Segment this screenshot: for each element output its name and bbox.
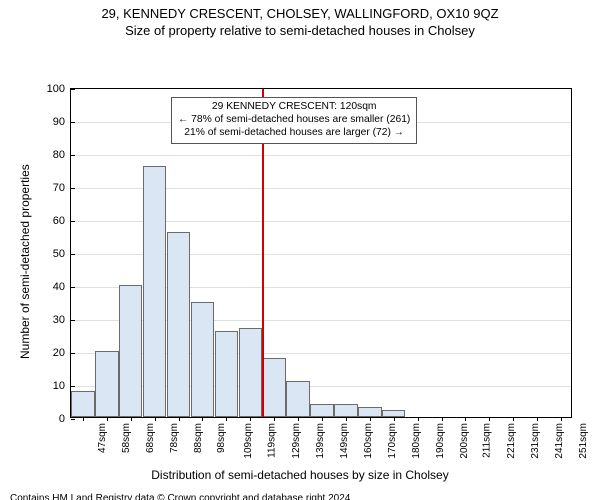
- histogram-bar: [382, 410, 405, 417]
- x-tick-label: 231sqm: [530, 423, 541, 459]
- x-tick-label: 200sqm: [458, 423, 469, 459]
- histogram-bar: [167, 232, 190, 417]
- annotation-line: ← 78% of semi-detached houses are smalle…: [178, 114, 410, 127]
- y-tick-label: 40: [53, 281, 71, 293]
- grid-line: [71, 155, 571, 156]
- histogram-chart: 0 10 20 30 40 50 60 70 80 90 100 47sqm 58sqm 68sqm 78s…: [0, 38, 600, 488]
- y-tick-label: 20: [53, 347, 71, 359]
- x-tick-label: 211sqm: [482, 423, 493, 458]
- x-tick-label: 47sqm: [97, 423, 108, 453]
- x-tick-label: 170sqm: [387, 423, 398, 459]
- x-tick-mark: [250, 417, 251, 421]
- x-tick-label: 221sqm: [506, 423, 517, 459]
- histogram-bar: [143, 166, 166, 417]
- annotation-line: 21% of semi-detached houses are larger (…: [178, 127, 410, 140]
- histogram-bar: [262, 358, 285, 417]
- x-tick-mark: [513, 417, 514, 421]
- y-tick-label: 50: [53, 248, 71, 260]
- y-tick-label: 100: [47, 83, 71, 95]
- x-tick-mark: [107, 417, 108, 421]
- x-tick-label: 98sqm: [216, 423, 227, 453]
- x-tick-mark: [322, 417, 323, 421]
- x-tick-mark: [442, 417, 443, 421]
- histogram-bar: [334, 404, 357, 417]
- histogram-bar: [286, 381, 309, 417]
- x-tick-mark: [131, 417, 132, 421]
- histogram-bar: [95, 351, 118, 417]
- chart-subtitle: Size of property relative to semi-detach…: [0, 23, 600, 38]
- plot-area: 010203040506070809010047sqm58sqm68sqm78s…: [70, 88, 572, 418]
- x-tick-mark: [394, 417, 395, 421]
- histogram-bar: [215, 331, 238, 417]
- x-tick-label: 160sqm: [363, 423, 374, 459]
- x-tick-label: 241sqm: [554, 423, 565, 459]
- y-tick-label: 10: [53, 380, 71, 392]
- x-tick-label: 190sqm: [434, 423, 445, 459]
- x-tick-mark: [298, 417, 299, 421]
- x-axis-label: Distribution of semi-detached houses by …: [0, 468, 600, 482]
- x-tick-label: 251sqm: [578, 423, 589, 459]
- histogram-bar: [119, 285, 142, 417]
- x-tick-label: 68sqm: [145, 423, 156, 453]
- x-tick-mark: [489, 417, 490, 421]
- y-tick-label: 80: [53, 149, 71, 161]
- histogram-bar: [310, 404, 333, 417]
- chart-title: 29, KENNEDY CRESCENT, CHOLSEY, WALLINGFO…: [0, 6, 600, 21]
- x-tick-label: 58sqm: [121, 423, 132, 453]
- x-tick-mark: [202, 417, 203, 421]
- x-tick-label: 119sqm: [267, 423, 278, 458]
- x-tick-mark: [370, 417, 371, 421]
- x-tick-label: 180sqm: [410, 423, 421, 459]
- x-tick-label: 149sqm: [339, 423, 350, 459]
- x-tick-mark: [274, 417, 275, 421]
- x-tick-mark: [537, 417, 538, 421]
- y-axis-label: Number of semi-detached properties: [18, 164, 32, 359]
- x-tick-mark: [226, 417, 227, 421]
- histogram-bar: [239, 328, 262, 417]
- y-tick-label: 0: [59, 413, 71, 425]
- x-tick-label: 139sqm: [315, 423, 326, 459]
- x-tick-label: 88sqm: [193, 423, 204, 453]
- license-footer: Contains HM Land Registry data © Crown c…: [0, 492, 600, 500]
- footer-line: Contains HM Land Registry data © Crown c…: [10, 492, 590, 500]
- histogram-bar: [71, 391, 94, 417]
- x-tick-mark: [83, 417, 84, 421]
- x-tick-label: 78sqm: [169, 423, 180, 453]
- y-tick-label: 60: [53, 215, 71, 227]
- x-tick-mark: [179, 417, 180, 421]
- x-tick-mark: [561, 417, 562, 421]
- histogram-bar: [191, 302, 214, 418]
- annotation-box: 29 KENNEDY CRESCENT: 120sqm← 78% of semi…: [171, 97, 417, 144]
- x-tick-label: 109sqm: [243, 423, 254, 459]
- histogram-bar: [358, 407, 381, 417]
- x-tick-label: 129sqm: [291, 423, 302, 459]
- annotation-line: 29 KENNEDY CRESCENT: 120sqm: [178, 101, 410, 114]
- y-tick-label: 90: [53, 116, 71, 128]
- x-tick-mark: [155, 417, 156, 421]
- y-tick-label: 30: [53, 314, 71, 326]
- x-tick-mark: [418, 417, 419, 421]
- x-tick-mark: [465, 417, 466, 421]
- y-tick-label: 70: [53, 182, 71, 194]
- x-tick-mark: [346, 417, 347, 421]
